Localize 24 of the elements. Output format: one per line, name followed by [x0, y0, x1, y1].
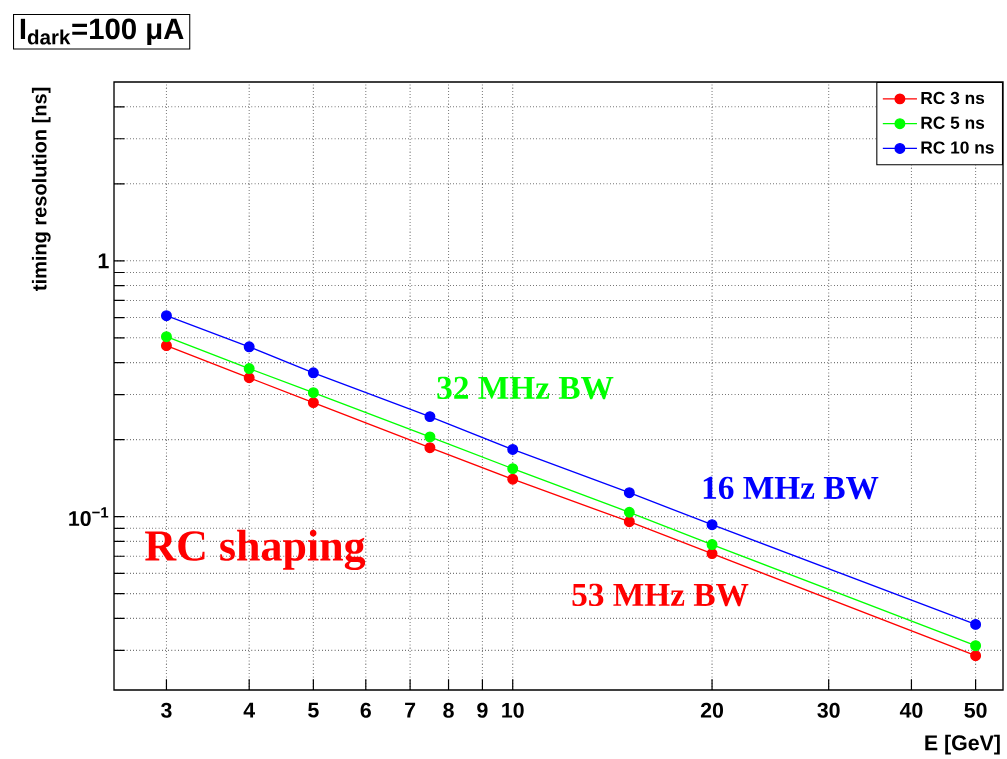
y-tick-label: 10$^{−1}$: [69, 507, 109, 527]
legend-label: RC 5 ns: [921, 116, 985, 129]
x-tick-label: 8: [443, 702, 454, 718]
x-tick-label: 7: [405, 702, 416, 718]
x-tick-label: 30: [817, 702, 840, 718]
y-tick-label: 1: [98, 253, 109, 269]
x-tick-label: 9: [477, 702, 488, 718]
annotation: 16 MHz BW: [703, 476, 879, 500]
x-tick-label: 50: [964, 702, 987, 718]
x-tick-label: 10: [502, 702, 524, 718]
x-tick-label: 4: [243, 702, 256, 718]
x-tick-label: 6: [360, 702, 371, 718]
annotation: 32 MHz BW: [437, 376, 614, 400]
annotation: 53 MHz BW: [572, 583, 749, 607]
legend-label: RC 3 ns: [921, 91, 985, 105]
x-axis-title: E [GeV]: [925, 734, 1000, 755]
chart-title: I$_{dark}$=100 μA: [20, 18, 184, 45]
x-tick-label: 40: [899, 702, 923, 718]
legend-label: RC 10 ns: [921, 141, 994, 154]
y-axis-title: timing resolution [ns]: [31, 87, 51, 291]
x-tick-label: 20: [700, 702, 724, 718]
annotation: RC shaping: [145, 529, 366, 571]
x-tick-label: 3: [160, 702, 172, 718]
x-tick-label: 5: [308, 702, 319, 718]
